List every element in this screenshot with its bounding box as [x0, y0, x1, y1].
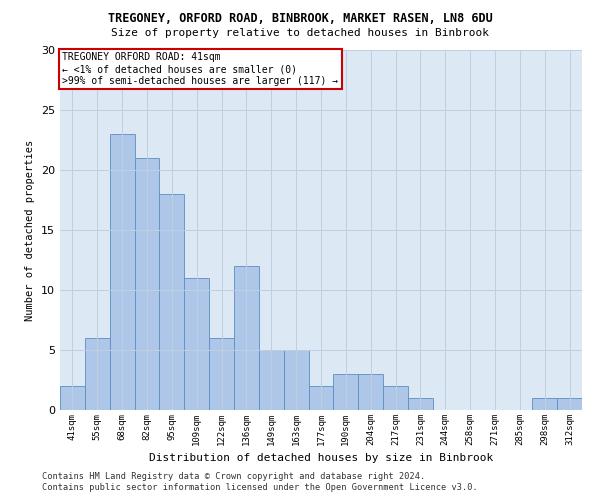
Bar — [60, 386, 85, 410]
Bar — [184, 278, 209, 410]
Bar — [557, 398, 582, 410]
Bar — [532, 398, 557, 410]
Text: TREGONEY ORFORD ROAD: 41sqm
← <1% of detached houses are smaller (0)
>99% of sem: TREGONEY ORFORD ROAD: 41sqm ← <1% of det… — [62, 52, 338, 86]
Text: Contains public sector information licensed under the Open Government Licence v3: Contains public sector information licen… — [42, 484, 478, 492]
Bar — [234, 266, 259, 410]
Text: TREGONEY, ORFORD ROAD, BINBROOK, MARKET RASEN, LN8 6DU: TREGONEY, ORFORD ROAD, BINBROOK, MARKET … — [107, 12, 493, 26]
Text: Size of property relative to detached houses in Binbrook: Size of property relative to detached ho… — [111, 28, 489, 38]
Bar — [334, 374, 358, 410]
Bar — [259, 350, 284, 410]
Text: Contains HM Land Registry data © Crown copyright and database right 2024.: Contains HM Land Registry data © Crown c… — [42, 472, 425, 481]
Bar — [209, 338, 234, 410]
Y-axis label: Number of detached properties: Number of detached properties — [25, 140, 35, 320]
Bar — [383, 386, 408, 410]
Bar — [308, 386, 334, 410]
X-axis label: Distribution of detached houses by size in Binbrook: Distribution of detached houses by size … — [149, 454, 493, 464]
Bar — [134, 158, 160, 410]
Bar — [408, 398, 433, 410]
Bar — [160, 194, 184, 410]
Bar — [284, 350, 308, 410]
Bar — [110, 134, 134, 410]
Bar — [358, 374, 383, 410]
Bar — [85, 338, 110, 410]
